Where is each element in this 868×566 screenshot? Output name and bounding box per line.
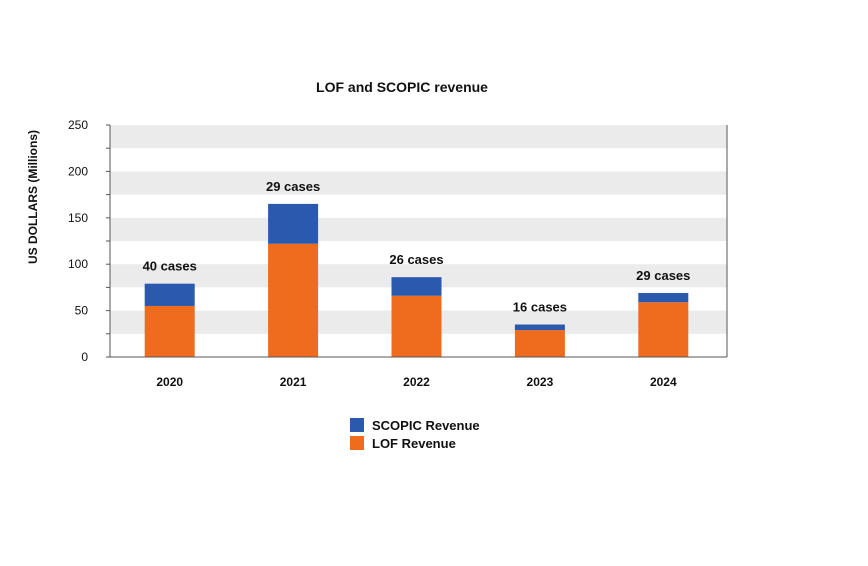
bar-lof-revenue-2023 <box>514 330 565 357</box>
grid-band <box>110 264 727 288</box>
legend-swatch <box>350 418 364 432</box>
case-count-label: 29 cases <box>636 268 690 283</box>
y-axis: 0 50 100 150 200 250 <box>68 118 728 364</box>
bar-lof-revenue-2021 <box>268 243 319 357</box>
case-count-label: 26 cases <box>389 252 443 267</box>
bar-scopic-revenue-2021 <box>268 203 319 244</box>
bar-scopic-revenue-2022 <box>391 277 442 296</box>
y-tick-label: 100 <box>68 257 88 271</box>
grid-bands <box>110 125 727 334</box>
legend-swatch <box>350 436 364 450</box>
legend-label: LOF Revenue <box>372 436 456 451</box>
x-axis: 2020 2021 2022 2023 2024 <box>110 356 727 389</box>
bar-scopic-revenue-2023 <box>514 324 565 331</box>
legend: SCOPIC Revenue LOF Revenue <box>350 418 480 451</box>
legend-label: SCOPIC Revenue <box>372 418 480 433</box>
x-tick-label: 2021 <box>280 375 307 389</box>
y-axis-label: US DOLLARS (Millions) <box>26 130 40 264</box>
bar-scopic-revenue-2020 <box>144 283 195 306</box>
chart-title: LOF and SCOPIC revenue <box>316 79 488 95</box>
y-tick-label: 0 <box>81 350 88 364</box>
y-tick-label: 50 <box>75 304 89 318</box>
bar-scopic-revenue-2024 <box>638 292 689 303</box>
case-annotations: 40 cases 29 cases 26 cases 16 cases 29 cases <box>143 179 691 315</box>
case-count-label: 40 cases <box>143 259 197 274</box>
grid-band <box>110 171 727 195</box>
bar-lof-revenue-2024 <box>638 302 689 357</box>
x-tick-label: 2020 <box>156 375 183 389</box>
bars <box>144 203 689 357</box>
bar-lof-revenue-2020 <box>144 305 195 357</box>
bar-lof-revenue-2022 <box>391 295 442 357</box>
x-tick-label: 2024 <box>650 375 677 389</box>
grid-band <box>110 217 727 241</box>
x-tick-label: 2022 <box>403 375 430 389</box>
case-count-label: 29 cases <box>266 179 320 194</box>
y-tick-label: 150 <box>68 211 88 225</box>
case-count-label: 16 cases <box>513 300 567 315</box>
x-tick-label: 2023 <box>527 375 554 389</box>
grid-band <box>110 125 727 149</box>
y-tick-label: 250 <box>68 118 88 132</box>
y-tick-label: 200 <box>68 164 88 178</box>
